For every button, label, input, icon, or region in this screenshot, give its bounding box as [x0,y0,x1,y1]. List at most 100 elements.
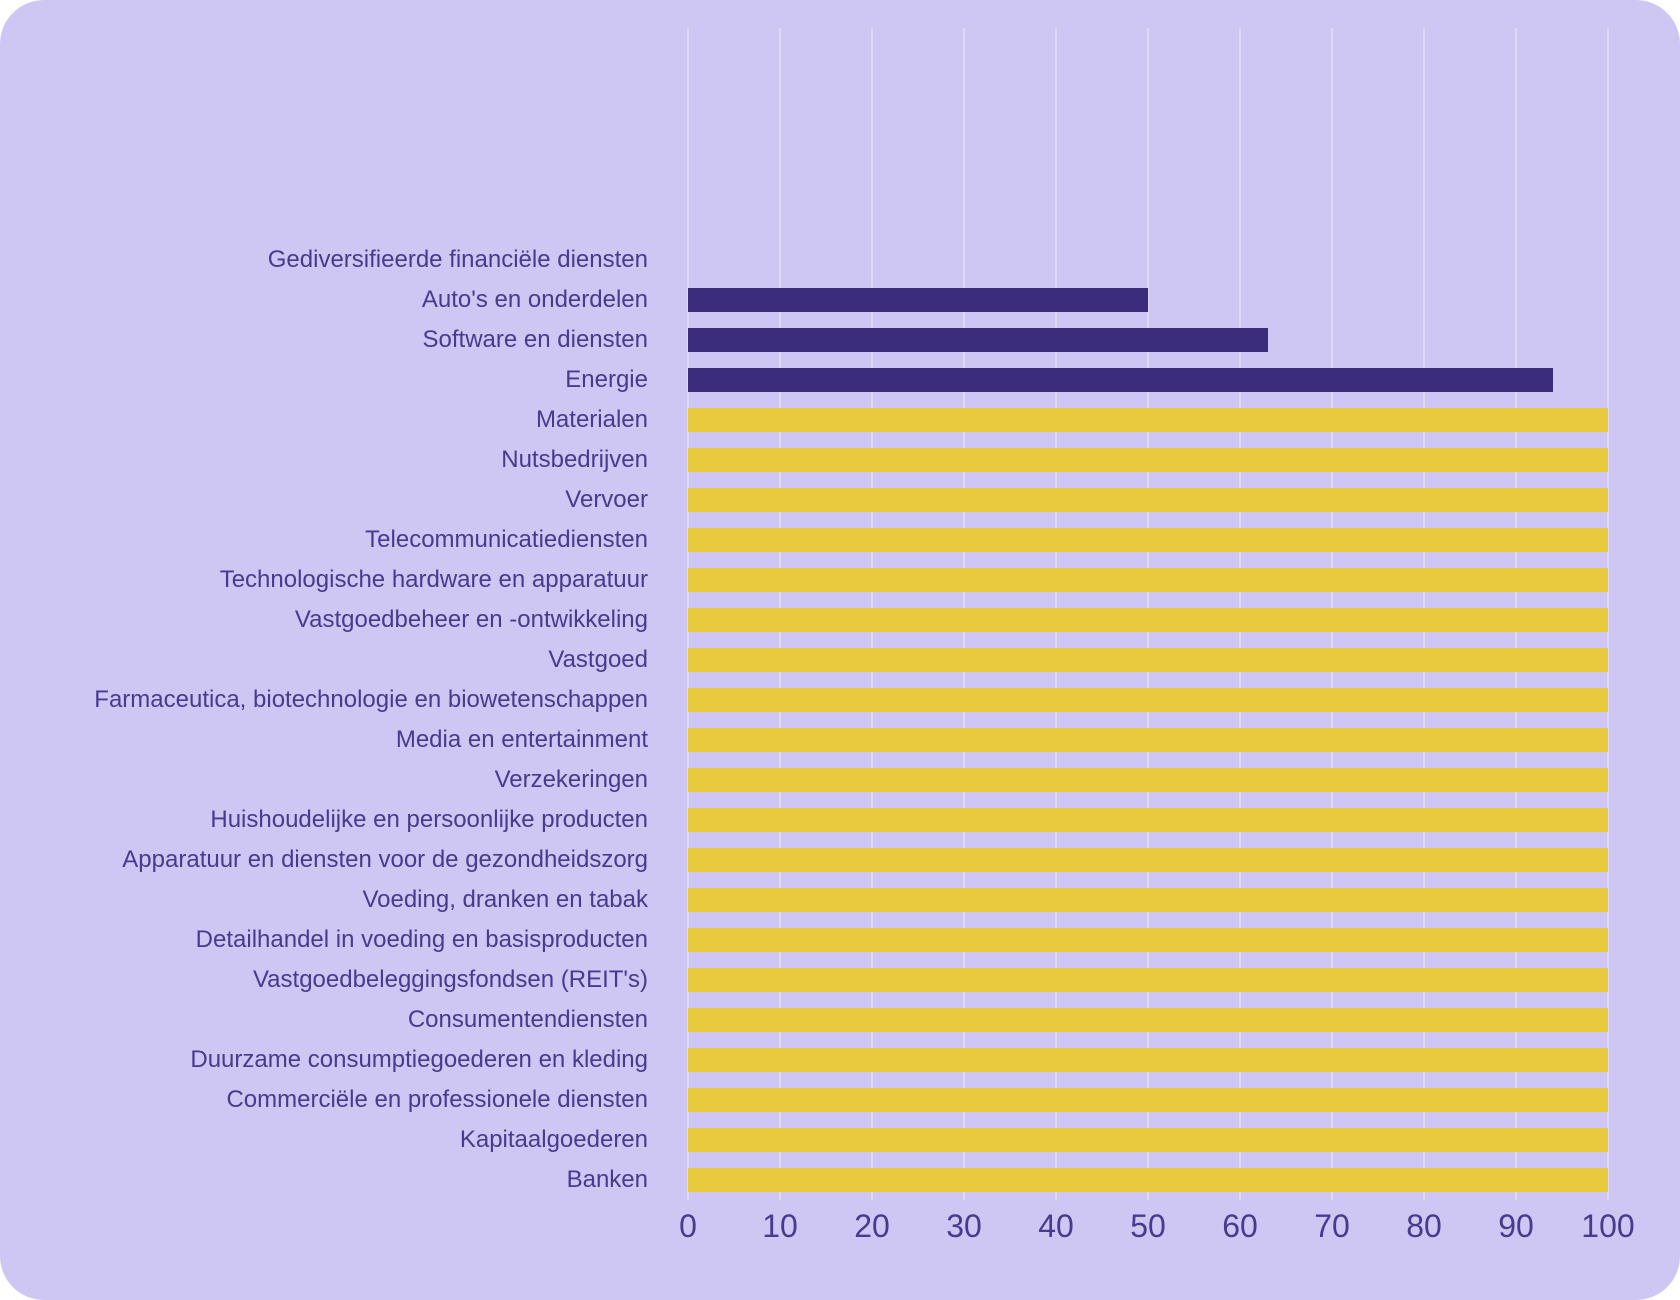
x-axis: 0 10 20 30 40 50 60 70 80 90 100 [679,1206,1635,1250]
x-tick-label: 70 [1314,1208,1350,1244]
category-label: Vastgoed [548,646,648,673]
bar-track [688,440,1608,480]
category-label: Apparatuur en diensten voor de gezondhei… [122,846,648,873]
bar-track [688,1080,1608,1120]
x-tick-label: 10 [762,1208,798,1244]
category-label: Media en entertainment [395,726,648,753]
bar-track [688,1160,1608,1200]
table-row: Materialen [0,400,1608,440]
bar [688,488,1608,512]
bar-track [688,400,1608,440]
bar-rows: Gediversifieerde financiële diensten Auto… [0,240,1608,1200]
x-tick-label: 100 [1581,1208,1635,1244]
category-label: Nutsbedrijven [501,446,648,473]
x-tick-label: 60 [1222,1208,1258,1244]
table-row: Vervoer [0,480,1608,520]
bar-track [688,360,1608,400]
bar [688,968,1608,992]
table-row: Huishoudelijke en persoonlijke producten [0,800,1608,840]
x-tick-label: 40 [1038,1208,1074,1244]
table-row: Media en entertainment [0,720,1608,760]
bar-track [688,1000,1608,1040]
bar [688,448,1608,472]
bar [688,928,1608,952]
bar-track [688,840,1608,880]
table-row: Commerciële en professionele diensten [0,1080,1608,1120]
table-row: Kapitaalgoederen [0,1120,1608,1160]
bar-track [688,1040,1608,1080]
table-row: Banken [0,1160,1608,1200]
category-label: Farmaceutica, biotechnologie en bioweten… [94,686,648,713]
category-label: Detailhandel in voeding en basisproducte… [195,926,648,953]
bar [688,568,1608,592]
table-row: Gediversifieerde financiële diensten [0,240,1608,280]
category-label: Commerciële en professionele diensten [226,1086,648,1113]
table-row: Apparatuur en diensten voor de gezondhei… [0,840,1608,880]
bar [688,728,1608,752]
bar-track [688,680,1608,720]
bar [688,888,1608,912]
bar-track [688,960,1608,1000]
bar-track [688,560,1608,600]
table-row: Vastgoed [0,640,1608,680]
bar [688,608,1608,632]
bar [688,768,1608,792]
category-label: Vastgoedbeheer en -ontwikkeling [294,606,648,633]
table-row: Consumentendiensten [0,1000,1608,1040]
category-label: Materialen [535,406,648,433]
category-label: Energie [565,366,648,393]
table-row: Software en diensten [0,320,1608,360]
bar [688,648,1608,672]
table-row: Vastgoedbeheer en -ontwikkeling [0,600,1608,640]
bar [688,1128,1608,1152]
bar [688,1048,1608,1072]
bar-track [688,1120,1608,1160]
table-row: Farmaceutica, biotechnologie en bioweten… [0,680,1608,720]
bar [688,848,1608,872]
bar-track [688,240,1608,280]
bar-track [688,800,1608,840]
x-tick-label: 80 [1406,1208,1442,1244]
bar [688,288,1148,312]
x-tick-label: 50 [1130,1208,1166,1244]
table-row: Nutsbedrijven [0,440,1608,480]
gridline-100 [1607,28,1609,1200]
table-row: Technologische hardware en apparatuur [0,560,1608,600]
bar-track [688,280,1608,320]
table-row: Verzekeringen [0,760,1608,800]
x-tick-label: 20 [854,1208,890,1244]
category-label: Vastgoedbeleggingsfondsen (REIT's) [252,966,648,993]
bar [688,408,1608,432]
bar-track [688,760,1608,800]
bar-track [688,880,1608,920]
bar-track [688,320,1608,360]
category-label: Vervoer [565,486,648,513]
bar [688,328,1268,352]
category-label: Consumentendiensten [407,1006,648,1033]
category-label: Banken [566,1166,648,1193]
bar [688,1008,1608,1032]
bar-track [688,640,1608,680]
x-tick-label: 90 [1498,1208,1534,1244]
bar [688,808,1608,832]
bar [688,1088,1608,1112]
bar [688,528,1608,552]
bar [688,1168,1608,1192]
bar-track [688,520,1608,560]
bar-track [688,480,1608,520]
category-label: Telecommunicatiediensten [365,526,648,553]
category-label: Auto's en onderdelen [421,286,648,313]
table-row: Telecommunicatiediensten [0,520,1608,560]
table-row: Detailhandel in voeding en basisproducte… [0,920,1608,960]
category-label: Huishoudelijke en persoonlijke producten [210,806,648,833]
x-tick-label: 0 [679,1208,697,1244]
bar-track [688,600,1608,640]
category-label: Technologische hardware en apparatuur [219,566,648,593]
table-row: Duurzame consumptiegoederen en kleding [0,1040,1608,1080]
table-row: Auto's en onderdelen [0,280,1608,320]
bar [688,688,1608,712]
category-label: Gediversifieerde financiële diensten [267,246,648,273]
category-label: Software en diensten [422,326,648,353]
table-row: Voeding, dranken en tabak [0,880,1608,920]
